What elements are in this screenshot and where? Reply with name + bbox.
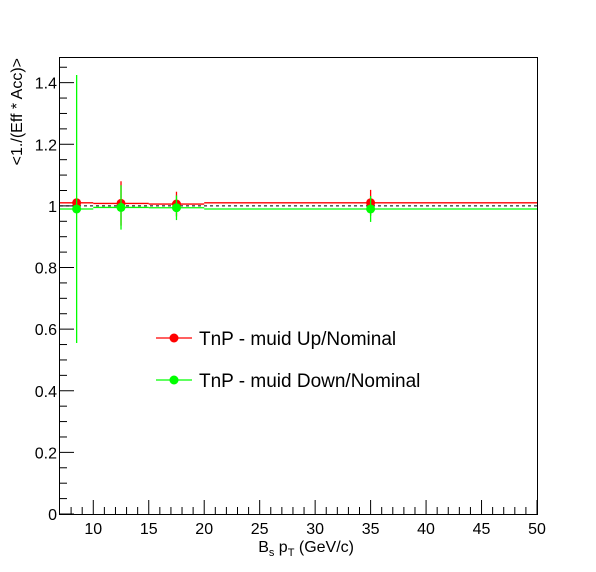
data-point [366, 204, 375, 213]
legend: TnP - muid Up/Nominal TnP - muid Down/Nom… [156, 329, 420, 392]
legend-marker [170, 376, 179, 385]
x-axis-label-base: B [258, 539, 269, 556]
x-tick-label: 25 [251, 521, 269, 538]
legend-marker [170, 334, 179, 343]
axis-ticks [60, 67, 537, 514]
y-tick-label: 0.6 [35, 322, 57, 339]
series-1 [60, 181, 537, 225]
x-tick-label: 40 [417, 521, 435, 538]
y-tick-label: 0 [48, 507, 57, 524]
x-tick-label: 35 [362, 521, 380, 538]
data-point [117, 203, 126, 212]
x-tick-label: 15 [140, 521, 158, 538]
x-axis-label-mid: p [274, 539, 287, 556]
y-tick-label: 1.4 [35, 76, 57, 93]
y-tick-label: 1.2 [35, 137, 57, 154]
plot-frame [60, 58, 538, 515]
y-tick-label: 0.2 [35, 445, 57, 462]
x-axis-label: Bs pT (GeV/c) [258, 539, 354, 559]
y-tick-label: 0.4 [35, 384, 57, 401]
series-2 [60, 75, 537, 343]
y-axis-label: <1./(Eff * Acc)> [9, 58, 26, 165]
x-axis-label-tail: (GeV/c) [294, 539, 354, 556]
legend-label: TnP - muid Down/Nominal [199, 371, 420, 392]
legend-entry-1: TnP - muid Up/Nominal [156, 329, 396, 350]
legend-label: TnP - muid Up/Nominal [199, 329, 396, 350]
data-point [172, 203, 181, 212]
series-layer [60, 75, 537, 343]
x-tick-label: 45 [473, 521, 491, 538]
y-tick-label: 0.8 [35, 261, 57, 278]
legend-entry-2: TnP - muid Down/Nominal [156, 371, 420, 392]
tick-labels: 0 0.2 0.4 0.6 0.8 1 1.2 1.4 10 15 20 25 30 35 40 45 50 [35, 76, 546, 538]
y-tick-label: 1 [48, 199, 57, 216]
x-tick-label: 30 [306, 521, 324, 538]
x-tick-label: 20 [195, 521, 213, 538]
data-point [72, 204, 81, 213]
x-tick-label: 50 [528, 521, 546, 538]
x-tick-label: 10 [84, 521, 102, 538]
